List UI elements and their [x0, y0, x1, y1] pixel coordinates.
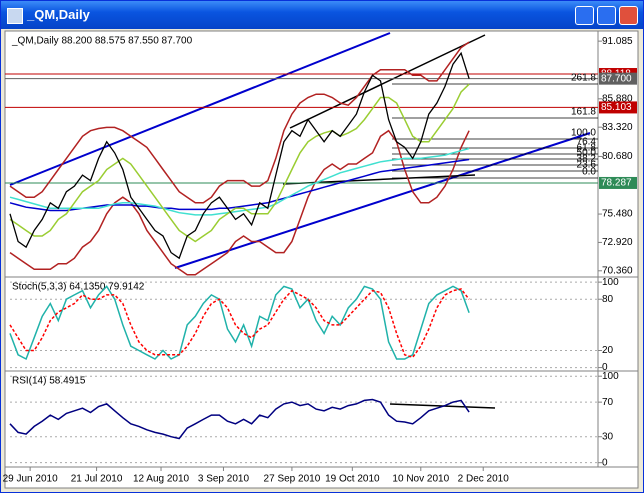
trend-line: [174, 132, 591, 269]
y-tick-label: 80: [602, 294, 614, 305]
y-tick-label: 72.920: [602, 237, 633, 248]
series-line: [9, 41, 470, 204]
y-tick-label: 100: [602, 277, 619, 288]
minimize-button[interactable]: [575, 6, 594, 25]
fib-label: 76.4: [577, 137, 597, 148]
x-tick-label: 3 Sep 2010: [198, 474, 250, 485]
fib-label: 50.0: [577, 148, 597, 159]
level-label: 78.287: [601, 178, 632, 189]
x-tick-label: 2 Dec 2010: [458, 474, 510, 485]
fib-label: 61.8: [577, 143, 597, 154]
chart-area: [4, 30, 639, 489]
y-tick-label: 75.480: [602, 209, 633, 220]
y-tick-label: 0: [602, 362, 608, 373]
x-tick-label: 27 Sep 2010: [264, 474, 321, 485]
close-button[interactable]: [619, 6, 638, 25]
panel-title: _QM,Daily 88.200 88.575 87.550 87.700: [11, 36, 193, 47]
level-label: 85.103: [601, 102, 632, 113]
fib-label: 161.8: [571, 107, 596, 118]
x-tick-label: 10 Nov 2010: [392, 474, 449, 485]
panel-title: RSI(14) 58.4915: [12, 376, 86, 387]
fib-label: 38.2: [577, 154, 597, 165]
x-tick-label: 19 Oct 2010: [325, 474, 380, 485]
series-line: [9, 83, 470, 243]
series-line: [9, 147, 470, 216]
panel-title: Stoch(5,3,3) 64.1350 79.9142: [12, 282, 145, 293]
y-tick-label: 85.880: [602, 93, 633, 104]
trend-line: [9, 32, 391, 186]
series-line: [9, 129, 470, 276]
y-tick-label: 83.320: [602, 122, 633, 133]
y-tick-label: 100: [602, 371, 619, 382]
y-tick-label: 70: [602, 397, 614, 408]
x-tick-label: 29 Jun 2010: [3, 474, 58, 485]
fib-label: 100.0: [571, 128, 596, 139]
y-tick-label: 70.360: [602, 265, 633, 276]
y-tick-label: 20: [602, 345, 614, 356]
x-tick-label: 21 Jul 2010: [71, 474, 123, 485]
y-tick-label: 30: [602, 431, 614, 442]
window-title: _QM,Daily: [27, 7, 90, 22]
y-tick-label: 80.680: [602, 151, 633, 162]
maximize-button[interactable]: [597, 6, 616, 25]
title-bar: _QM,Daily: [1, 1, 643, 29]
level-box: [599, 72, 637, 85]
level-box: [599, 101, 637, 114]
fib-label: 261.8: [571, 73, 596, 84]
level-box: [599, 176, 637, 189]
y-tick-label: 91.085: [602, 36, 633, 47]
level-label: 87.700: [601, 73, 632, 84]
app-icon: [7, 8, 23, 24]
y-tick-label: 0: [602, 457, 608, 468]
series-line: [9, 285, 470, 361]
x-tick-label: 12 Aug 2010: [133, 474, 190, 485]
series-line: [9, 398, 470, 440]
channel-line: [289, 34, 486, 129]
fib-label: 23.6: [577, 160, 597, 171]
fib-label: 0.0: [582, 167, 596, 178]
series-line: [9, 51, 470, 260]
